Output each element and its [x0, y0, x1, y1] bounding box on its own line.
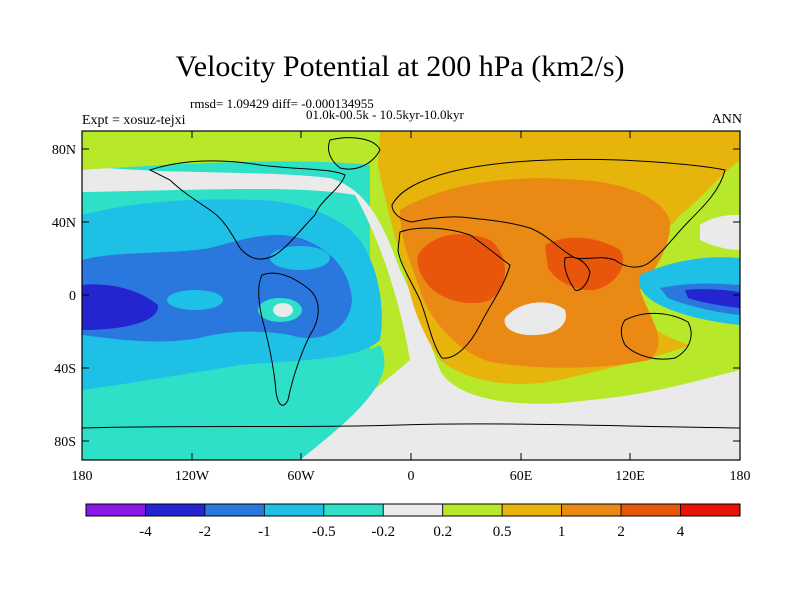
period-subtitle: 01.0k-00.5k - 10.5kyr-10.0kyr	[306, 107, 464, 122]
colorbar-box	[680, 503, 741, 517]
y-tick-label: 40N	[52, 216, 76, 231]
contour-neutral-band	[82, 166, 740, 460]
colorbar-box	[620, 503, 681, 517]
x-tick-label: 0	[408, 469, 415, 484]
colorbar-box	[323, 503, 384, 517]
experiment-label: Expt = xosuz-tejxi	[82, 113, 186, 128]
y-tick-label: 0	[69, 289, 76, 304]
colorbar-frame	[85, 503, 741, 517]
season-label: ANN	[711, 112, 742, 127]
rmsd-text: rmsd= 1.09429 diff= -0.000134955	[190, 96, 374, 111]
colorbar-box	[501, 503, 563, 517]
colorbar-label: -4	[139, 524, 152, 540]
y-tick-label: 80N	[52, 143, 76, 158]
coastlines	[82, 137, 740, 429]
colorbar-label: -1	[258, 524, 271, 540]
colorbar-box	[561, 503, 622, 517]
colorbar-label: 4	[677, 524, 685, 540]
colorbar-box	[85, 503, 146, 517]
colorbar: -4 -2 -1 -0.5 -0.2 0.2 0.5 1 2 4	[85, 503, 741, 540]
x-tick-label: 120W	[175, 469, 210, 484]
x-tick-label: 180	[72, 469, 93, 484]
colorbar-label: -2	[199, 524, 212, 540]
y-tick-labels: 80N 40N 0 40S 80S	[52, 143, 76, 450]
colorbar-label: 0.5	[493, 524, 512, 540]
x-tick-label: 120E	[615, 469, 645, 484]
contour-minus2	[82, 284, 159, 330]
x-tick-label: 60W	[287, 469, 315, 484]
y-tick-label: 80S	[54, 435, 76, 450]
colorbar-label: -0.5	[312, 524, 336, 540]
colorbar-label: -0.2	[371, 524, 395, 540]
y-tick-label: 40S	[54, 362, 76, 377]
x-tick-labels: 180 120W 60W 0 60E 120E 180	[72, 469, 751, 484]
contour-plus2	[400, 178, 671, 368]
colorbar-box	[263, 503, 325, 517]
colorbar-labels: -4 -2 -1 -0.5 -0.2 0.2 0.5 1 2 4	[139, 524, 685, 540]
map-title: Velocity Potential at 200 hPa (km2/s)	[175, 50, 625, 83]
x-tick-label: 60E	[510, 469, 533, 484]
colorbar-boxes	[85, 503, 741, 517]
colorbar-label: 0.2	[433, 524, 452, 540]
colorbar-box	[382, 503, 444, 517]
colorbar-box	[145, 503, 206, 517]
colorbar-label: 1	[558, 524, 566, 540]
axis-ticks	[81, 131, 741, 460]
colorbar-label: 2	[617, 524, 625, 540]
colorbar-box	[442, 503, 503, 517]
x-tick-label: 180	[730, 469, 751, 484]
contour-plus4	[417, 234, 505, 304]
colorbar-box	[204, 503, 265, 517]
contour-fill-layer	[82, 131, 740, 460]
